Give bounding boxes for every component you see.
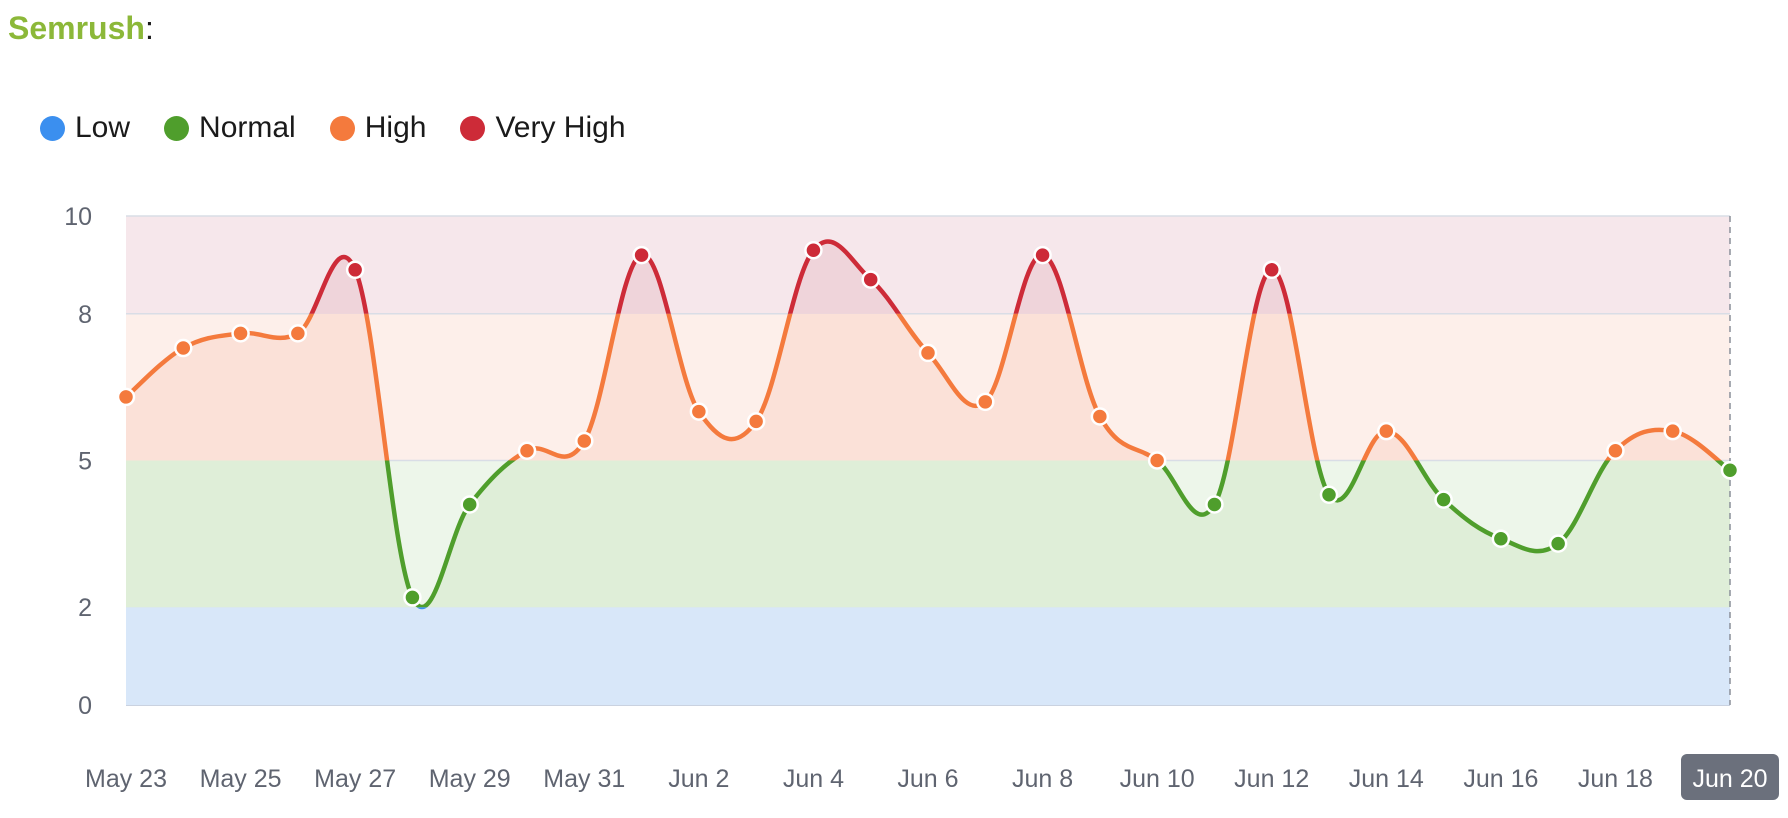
legend-dot-low [40,115,65,141]
data-point[interactable] [1491,529,1511,548]
x-tick-label: Jun 16 [1463,765,1538,793]
y-tick-label: 0 [78,692,92,720]
x-tick-label: May 29 [429,765,511,793]
chart-legend: Low Normal High Very High [40,108,660,148]
data-point[interactable] [575,431,594,451]
data-point[interactable] [231,324,250,343]
legend-dot-very-high [460,115,486,141]
data-point[interactable] [1090,407,1110,426]
data-point[interactable] [918,343,938,363]
data-point[interactable] [1663,421,1682,441]
data-point[interactable] [116,387,136,407]
x-tick-label: Jun 12 [1234,765,1309,793]
x-tick-label: Jun 10 [1120,765,1195,793]
x-tick-label: Jun 2 [668,765,729,793]
data-point[interactable] [174,338,193,358]
x-tick-label: Jun 4 [783,765,844,793]
data-point[interactable] [345,260,365,280]
data-point[interactable] [1262,260,1281,280]
data-point[interactable] [1319,485,1339,504]
data-point[interactable] [976,392,995,412]
legend-item-high[interactable]: High [329,111,427,145]
legend-item-normal[interactable]: Normal [164,111,296,145]
data-point[interactable] [632,245,651,265]
x-tick-label: May 25 [200,765,282,793]
data-point[interactable] [1548,534,1568,553]
data-point[interactable] [1147,451,1167,470]
data-point[interactable] [1606,441,1625,460]
data-point[interactable] [403,588,422,607]
legend-label-high: High [364,111,427,144]
y-tick-label: 10 [64,203,92,231]
area-high [126,313,1719,461]
legend-label-low: Low [75,111,131,144]
x-tick-label: Jun 8 [1012,765,1073,793]
data-point[interactable] [1720,461,1740,480]
x-tick-label: May 23 [85,765,167,793]
y-tick-label: 2 [78,594,92,622]
legend-label-very-high: Very High [495,111,626,144]
data-point[interactable] [746,412,766,431]
x-tick-highlight [1681,754,1779,800]
data-point[interactable] [861,270,880,289]
line-normal [384,460,1733,608]
band-very-high [126,216,1730,314]
y-tick-label: 5 [78,448,92,476]
data-point[interactable] [689,402,709,421]
x-tick-label: Jun 6 [897,765,958,793]
x-tick-label: Jun 20 [1692,765,1767,793]
brand-colon: : [144,10,154,46]
legend-dot-high [329,115,355,141]
x-tick-label: Jun 14 [1349,765,1424,793]
data-point[interactable] [1434,490,1453,509]
y-tick-label: 8 [78,301,92,329]
data-point[interactable] [460,495,479,514]
legend-label-normal: Normal [199,111,296,144]
data-point[interactable] [804,240,823,260]
data-point[interactable] [288,324,308,343]
x-tick-label: Jun 18 [1578,765,1653,793]
legend-dot-normal [164,115,190,141]
data-point[interactable] [517,441,537,460]
area-low [126,607,1730,705]
legend-item-very-high[interactable]: Very High [460,111,626,145]
data-point[interactable] [1205,495,1224,514]
page-title: Semrush: [8,8,154,48]
legend-item-low[interactable]: Low [40,111,130,145]
data-point[interactable] [1377,421,1396,441]
data-point[interactable] [1033,245,1052,265]
brand-name: Semrush [8,10,145,46]
x-tick-label: May 31 [543,765,625,793]
x-tick-label: May 27 [314,765,396,793]
